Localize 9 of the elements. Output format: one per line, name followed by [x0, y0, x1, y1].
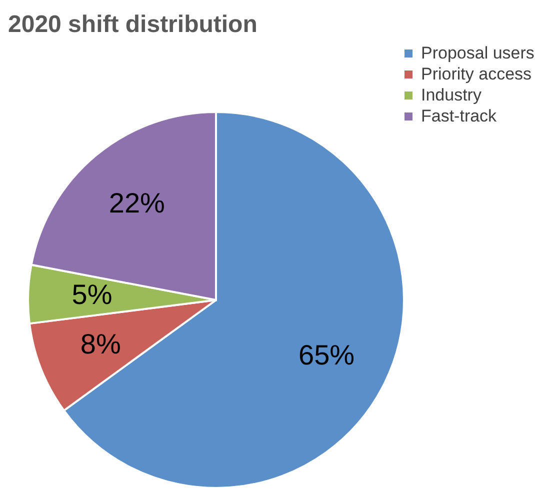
legend-label: Priority access: [421, 64, 532, 84]
data-label: 65%: [298, 339, 355, 370]
data-label: 5%: [72, 279, 112, 310]
legend-label: Fast-track: [421, 106, 498, 126]
data-label: 8%: [80, 328, 121, 360]
legend-label: Industry: [421, 86, 482, 104]
legend-label: Proposal users: [421, 44, 534, 62]
chart-title: 2020 shift distribution: [8, 11, 258, 38]
data-label: 22%: [108, 187, 165, 218]
